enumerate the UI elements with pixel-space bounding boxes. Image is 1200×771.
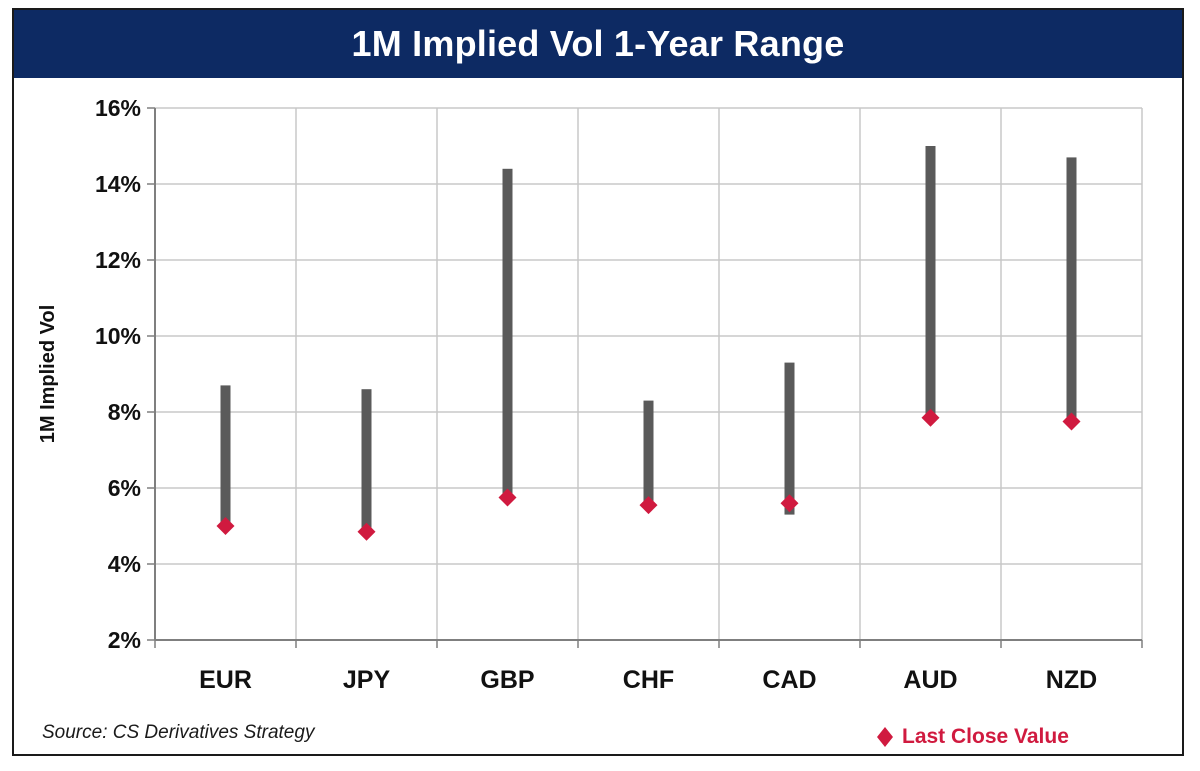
range-bar: [220, 385, 231, 526]
range-bar: [925, 146, 936, 416]
chart-frame: 1M Implied Vol 1-Year Range: [12, 8, 1184, 756]
source-note: Source: CS Derivatives Strategy: [42, 722, 315, 743]
y-tick-label: 10%: [95, 323, 141, 349]
range-bar: [1066, 157, 1077, 420]
last-close-marker: [357, 522, 376, 541]
y-tick-label: 12%: [95, 247, 141, 273]
last-close-marker: [921, 408, 940, 427]
x-tick-label: NZD: [1046, 666, 1097, 694]
last-close-marker: [498, 488, 517, 507]
range-bar: [361, 389, 372, 534]
diamond-icon: [877, 727, 893, 747]
y-axis-label: 1M Implied Vol: [37, 305, 59, 444]
last-close-marker: [216, 517, 235, 535]
y-tick-label: 6%: [108, 475, 141, 501]
last-close-marker: [639, 496, 658, 515]
chart-title: 1M Implied Vol 1-Year Range: [14, 10, 1182, 78]
range-bar: [784, 362, 795, 515]
legend: Last Close Value: [876, 725, 1069, 749]
legend-label: Last Close Value: [902, 725, 1069, 748]
y-tick-label: 8%: [108, 399, 141, 425]
y-tick-label: 2%: [108, 627, 141, 653]
x-tick-label: JPY: [343, 666, 391, 694]
y-tick-label: 4%: [108, 551, 141, 577]
last-close-marker: [780, 494, 799, 513]
x-tick-label: CHF: [623, 666, 674, 694]
x-tick-label: GBP: [480, 666, 534, 694]
x-tick-label: EUR: [199, 666, 252, 694]
y-tick-label: 16%: [95, 95, 141, 121]
range-bar: [502, 168, 513, 496]
y-tick-label: 14%: [95, 171, 141, 197]
x-tick-label: AUD: [903, 666, 957, 694]
range-bar: [643, 400, 654, 504]
last-close-marker: [1062, 412, 1081, 431]
x-tick-label: CAD: [762, 666, 816, 694]
